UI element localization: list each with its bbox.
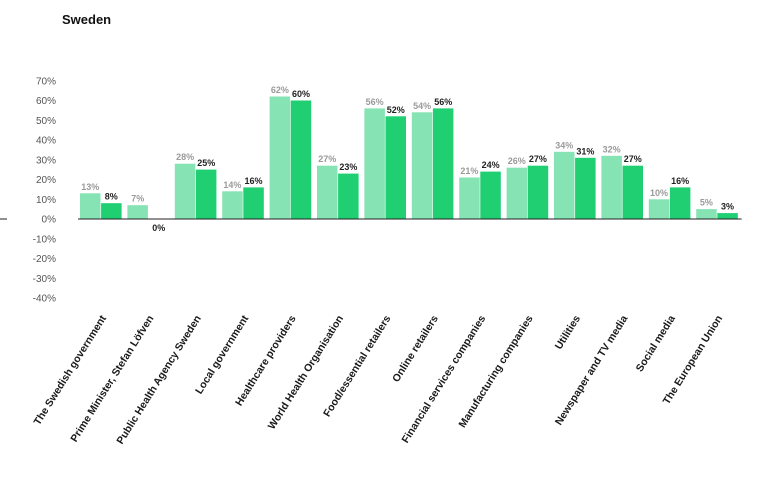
bar-dark	[432, 108, 454, 219]
value-label: 26%	[508, 156, 526, 166]
value-label: 16%	[244, 176, 262, 186]
value-label: 3%	[721, 202, 734, 212]
value-label: 8%	[105, 192, 118, 202]
chart-title: Sweden	[62, 12, 112, 27]
value-label: 60%	[292, 89, 310, 99]
value-label: 7%	[131, 194, 144, 204]
bar-dark	[717, 213, 738, 219]
value-label: 34%	[555, 140, 573, 150]
value-label: 31%	[576, 146, 594, 156]
bar-dark	[195, 169, 217, 219]
y-tick-label: 60%	[36, 96, 56, 107]
bar-light	[648, 199, 670, 220]
y-axis: 70% 60% 50% 40% 30% 20% 10% 0% -10% -20% -30% -40%	[33, 76, 56, 304]
y-tick-label: 50%	[36, 116, 56, 127]
category-label: Local government	[193, 313, 251, 396]
bar-dark	[243, 187, 264, 219]
value-label: 10%	[650, 188, 668, 198]
value-label: 27%	[529, 154, 547, 164]
value-label: 5%	[700, 198, 713, 208]
category-label: Prime Minister, Stefan Löfven	[68, 313, 156, 444]
y-tick-label: -40%	[33, 294, 56, 305]
bar-dark	[575, 157, 596, 219]
category-label: Financial services companies	[400, 313, 489, 445]
bar-dark	[385, 116, 406, 219]
value-label: 13%	[81, 182, 99, 192]
bar-light	[174, 163, 196, 219]
y-tick-label: 20%	[36, 175, 56, 186]
value-label: 28%	[176, 152, 194, 162]
y-tick-label: 10%	[36, 195, 56, 206]
bar-dark	[290, 100, 312, 219]
value-label: 27%	[624, 154, 642, 164]
category-label: Public Health Agency Sweden	[114, 313, 203, 446]
value-label: 62%	[271, 85, 289, 95]
y-tick-label: -30%	[33, 274, 56, 285]
bar-dark	[622, 165, 643, 219]
y-tick-label: 40%	[36, 136, 56, 147]
value-label: 56%	[434, 97, 452, 107]
bar-dark	[669, 187, 691, 219]
y-tick-label: -10%	[33, 234, 56, 245]
value-label: 23%	[339, 162, 357, 172]
value-labels: 13%8% 7%0%28%25%14% 16%62% 60%27%23%56%52% 5…	[81, 85, 734, 233]
bar-light	[696, 209, 717, 219]
y-tick-label: 0%	[42, 215, 57, 226]
value-label: 14%	[223, 180, 241, 190]
bar-light	[364, 108, 385, 219]
y-tick-label: 30%	[36, 155, 56, 166]
bar-light	[127, 205, 148, 219]
value-label: 25%	[197, 158, 215, 168]
bar-dark	[480, 171, 501, 219]
bar-dark	[527, 165, 549, 219]
bar-light	[506, 167, 528, 220]
category-label: Utilities	[553, 313, 583, 352]
y-tick-label: -20%	[33, 254, 56, 265]
category-label: Social media	[634, 313, 678, 374]
bar-light	[269, 96, 291, 219]
bar-dark	[338, 173, 359, 219]
value-label: 24%	[482, 160, 500, 170]
value-label: 0%	[152, 223, 165, 233]
bar-dark	[101, 203, 122, 219]
value-label: 56%	[366, 97, 384, 107]
value-label: 32%	[603, 144, 621, 154]
y-tick-label: 70%	[36, 76, 56, 87]
bars	[0, 96, 742, 220]
bar-light	[554, 151, 575, 219]
bar-light	[459, 177, 480, 219]
bar-light	[411, 112, 433, 219]
category-label: Online retailers	[390, 313, 441, 384]
value-label: 52%	[387, 105, 405, 115]
bar-light	[317, 165, 338, 219]
value-label: 27%	[318, 154, 336, 164]
value-label: 21%	[460, 166, 478, 176]
bar-light	[601, 155, 622, 219]
bar-light	[80, 193, 101, 219]
bar-light	[222, 191, 243, 219]
value-label: 16%	[671, 176, 689, 186]
value-label: 54%	[413, 101, 431, 111]
